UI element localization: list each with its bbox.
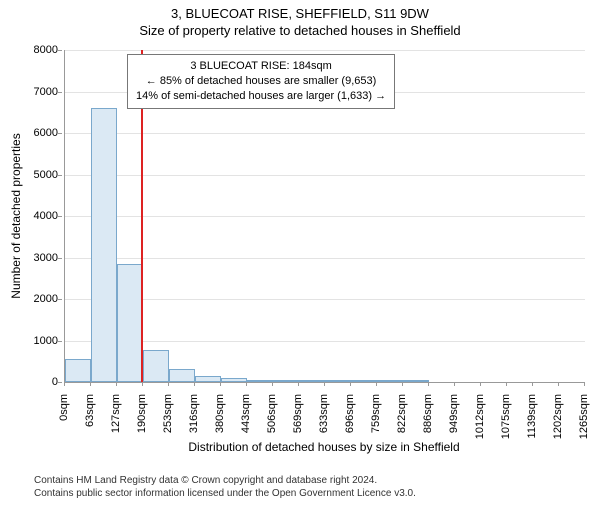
histogram-bar [91,108,117,382]
histogram-bar [273,380,299,382]
y-tick-label: 4000 [24,210,58,222]
credits-text: Contains HM Land Registry data © Crown c… [34,474,416,500]
credits-line: Contains HM Land Registry data © Crown c… [34,474,416,487]
y-tick-label: 7000 [24,86,58,98]
y-tick-label: 1000 [24,335,58,347]
y-tick-label: 0 [24,376,58,388]
y-axis-label: Number of detached properties [9,50,23,382]
annotation-line: 3 BLUECOAT RISE: 184sqm [136,59,386,74]
annotation-line: ← 85% of detached houses are smaller (9,… [136,74,386,89]
y-tick-label: 6000 [24,127,58,139]
page-subtitle: Size of property relative to detached ho… [0,23,600,38]
histogram-bar [117,264,143,382]
annotation-line: 14% of semi-detached houses are larger (… [136,89,386,104]
x-axis-label: Distribution of detached houses by size … [64,440,584,454]
y-tick-label: 8000 [24,44,58,56]
histogram-bar [299,380,325,382]
histogram-bar [143,350,169,382]
histogram-bar [377,380,403,382]
y-tick-label: 3000 [24,252,58,264]
histogram-bar [403,380,429,382]
chart-annotation-box: 3 BLUECOAT RISE: 184sqm ← 85% of detache… [127,54,395,109]
credits-line: Contains public sector information licen… [34,487,416,500]
histogram-bar [221,378,247,382]
histogram-bar [325,380,351,382]
histogram-bar [169,369,195,382]
histogram-bar [195,376,221,382]
page-title: 3, BLUECOAT RISE, SHEFFIELD, S11 9DW [0,6,600,21]
y-tick-label: 2000 [24,293,58,305]
histogram-bar [65,359,91,382]
histogram-bar [351,380,377,382]
y-tick-label: 5000 [24,169,58,181]
histogram-bar [247,380,273,382]
